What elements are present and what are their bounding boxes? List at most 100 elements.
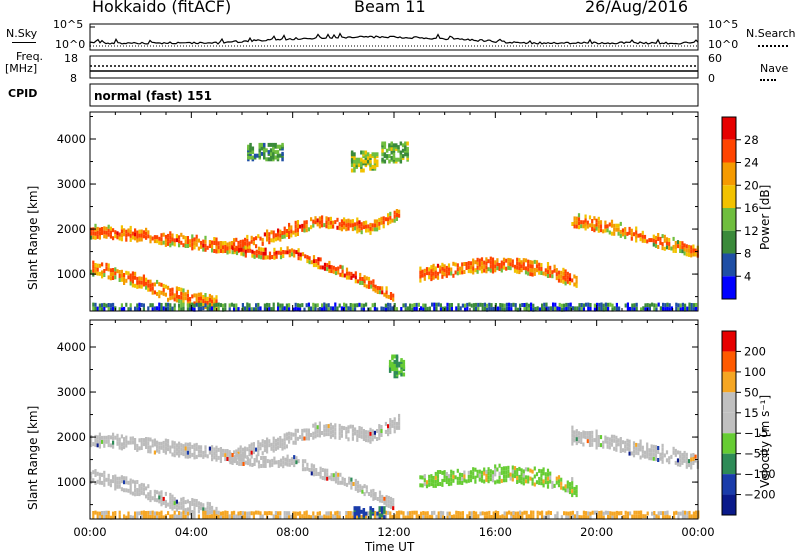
heatmap-cell (690, 457, 693, 462)
heatmap-cell (162, 496, 165, 501)
heatmap-cell (672, 248, 675, 253)
heatmap-cell (361, 281, 364, 285)
heatmap-cell (374, 492, 377, 496)
heatmap-cell (457, 511, 460, 515)
heatmap-cell (107, 443, 110, 448)
heatmap-cell (615, 443, 618, 448)
heatmap-cell (240, 251, 243, 256)
heatmap-cell (277, 460, 280, 464)
heatmap-cell (399, 150, 403, 155)
heatmap-cell (626, 442, 629, 447)
heatmap-cell (103, 439, 106, 444)
heatmap-cell (260, 146, 264, 151)
heatmap-cell (127, 232, 130, 237)
heatmap-cell (191, 242, 194, 247)
heatmap-cell (252, 442, 255, 447)
heatmap-cell (116, 437, 119, 442)
heatmap-cell (101, 231, 104, 235)
heatmap-cell (345, 271, 349, 276)
heatmap-cell (684, 307, 687, 312)
colorbar-cell (722, 474, 736, 495)
heatmap-cell (510, 515, 513, 520)
heatmap-cell (255, 454, 258, 459)
heatmap-cell (215, 445, 218, 450)
heatmap-cell (204, 239, 207, 244)
heatmap-cell (430, 273, 433, 278)
heatmap-cell (129, 303, 132, 308)
heatmap-cell (613, 446, 616, 451)
heatmap-cell (538, 511, 541, 516)
heatmap-cell (476, 269, 479, 274)
heatmap-cell (200, 296, 203, 301)
heatmap-cell (109, 234, 112, 239)
heatmap-cell (586, 439, 589, 444)
heatmap-cell (516, 468, 519, 472)
heatmap-cell (318, 511, 321, 516)
heatmap-cell (499, 515, 502, 520)
heatmap-cell (241, 447, 244, 452)
heatmap-cell (695, 514, 698, 519)
heatmap-cell (513, 268, 517, 273)
heatmap-cell (421, 483, 424, 488)
heatmap-cell (142, 307, 145, 312)
heatmap-cell (184, 446, 187, 451)
heatmap-cell (356, 488, 360, 493)
heatmap-cell (233, 450, 236, 455)
heatmap-cell (149, 449, 152, 454)
heatmap-cell (389, 296, 393, 300)
heatmap-cell (351, 515, 354, 520)
heatmap-cell (136, 234, 139, 239)
heatmap-cell (566, 488, 569, 493)
heatmap-cell (109, 272, 112, 277)
heatmap-cell (516, 515, 519, 520)
heatmap-cell (204, 247, 207, 252)
heatmap-cell (222, 511, 225, 516)
heatmap-cell (365, 228, 368, 233)
heatmap-cell (385, 503, 388, 508)
heatmap-cell (565, 302, 568, 307)
heatmap-cell (202, 510, 205, 515)
heatmap-cell (535, 260, 539, 265)
heatmap-cell (184, 450, 187, 455)
heatmap-cell (312, 306, 315, 311)
heatmap-cell (435, 514, 438, 519)
heatmap-cell (631, 307, 634, 312)
heatmap-cell (393, 514, 396, 519)
heatmap-cell (283, 441, 286, 446)
heatmap-cell (501, 303, 504, 308)
heatmap-cell (247, 155, 250, 160)
heatmap-cell (359, 488, 362, 493)
heatmap-cell (575, 433, 578, 438)
heatmap-cell (160, 441, 163, 446)
beam-title: Beam 11 (354, 0, 426, 16)
heatmap-cell (94, 231, 97, 236)
heatmap-cell (186, 515, 189, 520)
heatmap-cell (211, 449, 214, 454)
heatmap-cell (131, 235, 134, 240)
heatmap-cell (98, 511, 101, 516)
heatmap-cell (467, 470, 470, 475)
heatmap-cell (341, 269, 344, 274)
heatmap-cell (402, 511, 405, 516)
heatmap-cell (531, 272, 534, 277)
heatmap-cell (244, 454, 247, 459)
heatmap-cell (552, 306, 555, 311)
heatmap-cell (363, 275, 366, 280)
heatmap-cell (215, 457, 218, 462)
heatmap-cell (641, 445, 644, 450)
heatmap-cell (457, 303, 460, 308)
heatmap-cell (587, 306, 590, 311)
heatmap-cell (576, 306, 579, 311)
heatmap-cell (272, 448, 275, 453)
heatmap-cell (395, 217, 398, 221)
heatmap-cell (317, 257, 320, 262)
heatmap-cell (334, 220, 337, 225)
heatmap-cell (145, 445, 148, 449)
heatmap-cell (640, 307, 643, 312)
heatmap-cell (610, 231, 614, 236)
heatmap-cell (114, 486, 117, 491)
heatmap-cell (674, 249, 677, 253)
heatmap-cell (158, 511, 161, 516)
heatmap-cell (485, 473, 488, 478)
heatmap-cell (635, 226, 638, 231)
